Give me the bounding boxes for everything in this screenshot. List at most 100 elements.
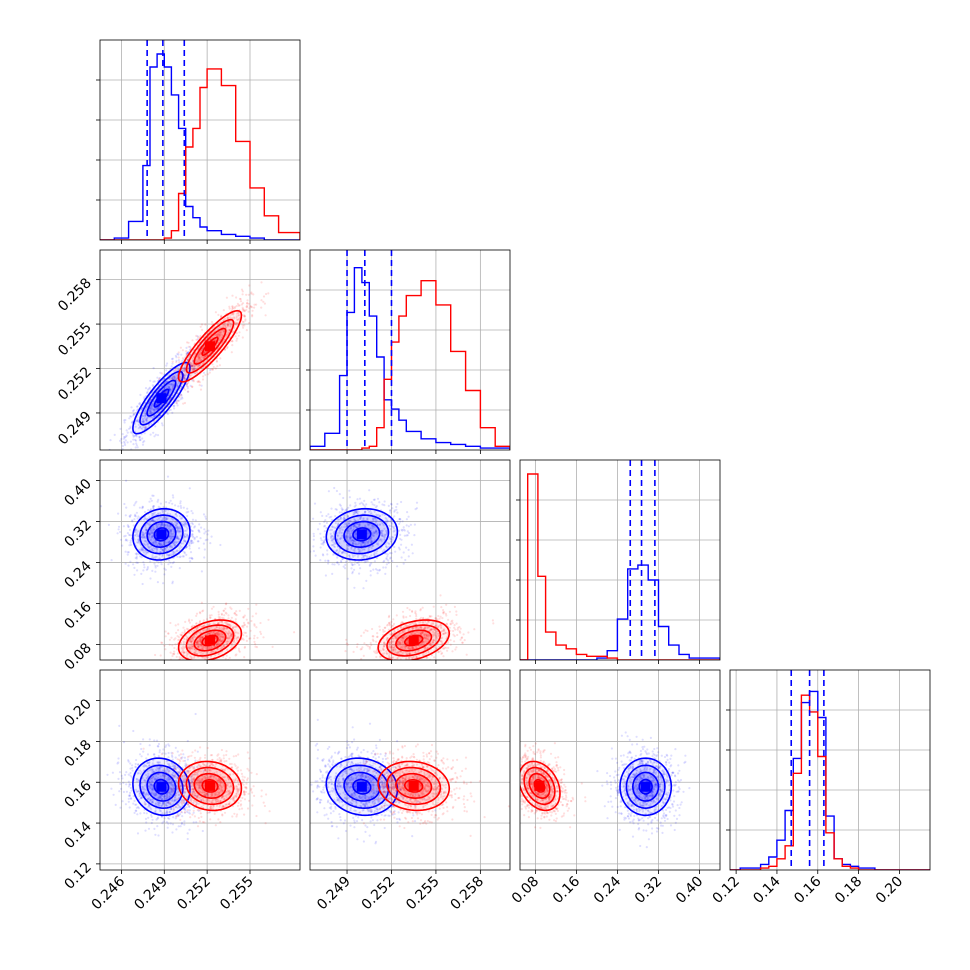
scatter-point bbox=[222, 609, 225, 612]
scatter-point bbox=[394, 636, 397, 639]
scatter-point bbox=[159, 523, 162, 527]
scatter-point bbox=[167, 540, 170, 544]
scatter-point bbox=[371, 544, 374, 548]
scatter-point bbox=[180, 393, 183, 397]
scatter-point bbox=[391, 559, 394, 563]
scatter-point bbox=[185, 526, 188, 529]
scatter-point bbox=[125, 479, 128, 482]
scatter-point bbox=[239, 298, 242, 301]
scatter-point bbox=[175, 655, 178, 659]
scatter-point bbox=[395, 677, 397, 679]
scatter-point bbox=[199, 335, 202, 338]
scatter-point bbox=[220, 635, 223, 639]
scatter-point bbox=[169, 529, 172, 532]
scatter-point bbox=[438, 624, 441, 627]
scatter-point bbox=[204, 355, 207, 358]
scatter-point bbox=[172, 561, 175, 564]
scatter-point bbox=[351, 538, 354, 541]
scatter-point bbox=[420, 631, 424, 634]
scatter-point bbox=[225, 326, 228, 329]
scatter-point bbox=[146, 551, 149, 554]
scatter-point bbox=[226, 325, 229, 328]
scatter-point bbox=[150, 531, 153, 534]
scatter-point bbox=[235, 323, 238, 326]
scatter-point bbox=[137, 515, 140, 518]
scatter-point bbox=[236, 322, 239, 325]
scatter-point bbox=[380, 540, 383, 543]
scatter-point bbox=[361, 541, 365, 544]
scatter-point bbox=[340, 551, 343, 555]
scatter-point bbox=[138, 437, 141, 440]
scatter-point bbox=[139, 393, 142, 396]
scatter-point bbox=[176, 535, 179, 539]
scatter-point bbox=[200, 644, 203, 647]
scatter-point bbox=[227, 328, 230, 332]
scatter-point bbox=[163, 524, 166, 527]
scatter-point bbox=[381, 534, 384, 538]
scatter-point bbox=[249, 305, 253, 308]
scatter-point bbox=[190, 539, 193, 542]
scatter-point bbox=[226, 323, 230, 326]
scatter-point bbox=[245, 639, 248, 643]
scatter-point bbox=[341, 534, 344, 538]
scatter-point bbox=[398, 548, 401, 551]
scatter-point bbox=[332, 537, 335, 540]
scatter-point bbox=[159, 561, 162, 564]
scatter-point bbox=[453, 660, 455, 662]
scatter-point bbox=[166, 362, 169, 365]
scatter-point bbox=[411, 627, 414, 630]
scatter-point bbox=[326, 553, 329, 556]
scatter-point bbox=[396, 565, 399, 568]
scatter-point bbox=[219, 640, 223, 643]
scatter-point bbox=[201, 636, 204, 639]
scatter-point bbox=[220, 315, 223, 318]
scatter-point bbox=[445, 623, 449, 626]
scatter-point bbox=[143, 563, 146, 566]
scatter-point bbox=[162, 548, 165, 551]
scatter-point bbox=[405, 524, 408, 527]
scatter-point bbox=[138, 439, 141, 442]
scatter-point bbox=[230, 646, 233, 649]
scatter-point bbox=[343, 525, 346, 529]
red-peak-marker bbox=[205, 341, 215, 352]
scatter-point bbox=[149, 407, 152, 410]
scatter-point bbox=[353, 563, 356, 566]
scatter-point bbox=[391, 640, 394, 643]
scatter-point bbox=[233, 629, 236, 632]
scatter-point bbox=[125, 456, 127, 458]
scatter-point bbox=[174, 354, 177, 357]
scatter-point bbox=[177, 366, 180, 369]
scatter-point bbox=[218, 336, 221, 339]
scatter-point bbox=[372, 534, 375, 538]
scatter-point bbox=[217, 643, 221, 646]
scatter-point bbox=[191, 647, 194, 650]
scatter-point bbox=[365, 503, 368, 506]
scatter-point bbox=[126, 431, 129, 434]
scatter-point bbox=[193, 367, 196, 370]
scatter-point bbox=[186, 637, 189, 640]
scatter-point bbox=[445, 646, 448, 649]
scatter-point bbox=[184, 377, 187, 380]
scatter-point bbox=[151, 408, 154, 411]
scatter-point bbox=[151, 406, 154, 409]
scatter-point bbox=[250, 292, 253, 295]
scatter-point bbox=[192, 665, 194, 667]
scatter-point bbox=[215, 637, 218, 640]
scatter-point bbox=[427, 634, 430, 637]
scatter-point bbox=[383, 533, 387, 536]
scatter-point bbox=[347, 519, 350, 522]
scatter-point bbox=[124, 539, 127, 542]
scatter-point bbox=[220, 620, 224, 624]
scatter-point bbox=[194, 660, 196, 662]
scatter-point bbox=[173, 544, 176, 547]
scatter-point bbox=[132, 563, 135, 566]
scatter-point bbox=[331, 538, 334, 541]
scatter-point bbox=[338, 529, 342, 533]
scatter-point bbox=[419, 625, 422, 629]
scatter-point bbox=[176, 400, 179, 403]
scatter-point bbox=[211, 632, 214, 635]
scatter-point bbox=[307, 532, 309, 534]
scatter-point bbox=[251, 309, 254, 312]
scatter-point bbox=[446, 649, 449, 652]
scatter-point bbox=[205, 628, 208, 632]
